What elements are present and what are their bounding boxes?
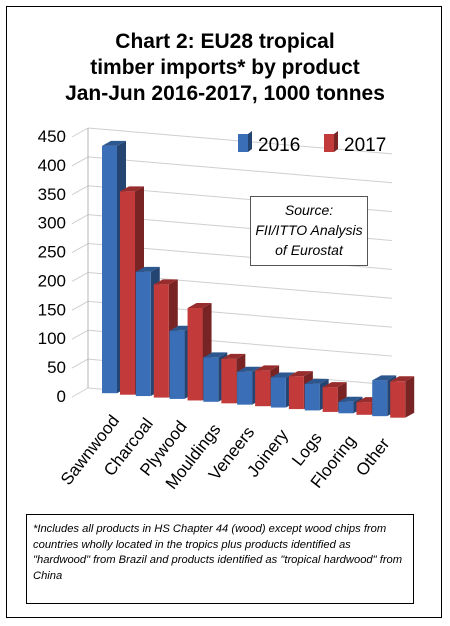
y-tick-label: 300 — [38, 214, 66, 233]
y-tick-label: 400 — [38, 156, 66, 175]
bar-top-2016-Sawnwood — [102, 140, 126, 146]
bar-top-2016-Logs — [304, 378, 329, 384]
source-line-2: FII/ITTO Analysis — [255, 222, 363, 238]
legend-swatch-2016 — [238, 134, 248, 152]
legend-label-2017: 2017 — [344, 135, 386, 156]
legend-swatch-2017 — [324, 134, 334, 152]
bar-2016-Flooring — [338, 401, 354, 414]
bar-2017-Mouldings — [221, 358, 237, 404]
bar-top-2016-Mouldings — [203, 352, 228, 358]
gridline-side — [71, 272, 89, 282]
bar-2016-Plywood — [169, 330, 185, 399]
bar-2016-Veneers — [237, 371, 253, 405]
y-tick-label: 200 — [38, 271, 66, 290]
bar-top-2017-Logs — [322, 382, 347, 388]
bar-2016-Logs — [304, 383, 320, 411]
gridline-side — [71, 358, 89, 369]
gridline-side — [71, 214, 89, 225]
y-tick-label: 150 — [38, 300, 66, 319]
gridline-side — [71, 243, 89, 253]
gridline-side — [71, 300, 89, 311]
bar-2016-Mouldings — [203, 357, 219, 402]
source-line-3: of Eurostat — [275, 242, 343, 258]
gridline-side — [71, 156, 89, 167]
y-tick-label: 350 — [38, 185, 66, 204]
y-tick-label: 50 — [47, 358, 66, 377]
bar-2017-Logs — [322, 387, 338, 412]
bar-top-2016-Joinery — [270, 372, 295, 378]
y-tick-label: 100 — [38, 329, 66, 348]
bar-top-2016-Other — [372, 375, 397, 381]
y-tick-label: 0 — [57, 387, 66, 406]
bar-top-2017-Plywood — [187, 303, 212, 309]
legend-swatch-side-2017 — [334, 131, 338, 152]
bar-2017-Sawnwood — [120, 191, 135, 395]
bar-top-2016-Charcoal — [135, 266, 160, 272]
bar-2017-Joinery — [288, 376, 304, 410]
title-line-2: timber imports* by product — [90, 56, 360, 79]
bar-top-2017-Joinery — [288, 371, 313, 377]
footnote: *Includes all products in HS Chapter 44 … — [26, 514, 414, 604]
y-tick-label: 250 — [38, 243, 66, 262]
bar-top-2017-Sawnwood — [120, 186, 144, 192]
bar-top-2016-Flooring — [338, 396, 363, 402]
chart-title: Chart 2: EU28 tropical timber imports* b… — [7, 29, 443, 107]
chart-frame: Chart 2: EU28 tropical timber imports* b… — [6, 6, 442, 618]
legend-label-2016: 2016 — [258, 135, 300, 156]
bar-2017-Other — [390, 381, 406, 418]
title-line-3: Jan-Jun 2016-2017, 1000 tonnes — [65, 82, 385, 105]
bar-2017-Plywood — [187, 308, 203, 401]
bar-2017-Charcoal — [153, 284, 169, 398]
bar-top-2016-Veneers — [237, 366, 262, 372]
bar-2017-Veneers — [255, 370, 271, 407]
bar-2017-Flooring — [356, 402, 372, 415]
gridline-side — [71, 127, 89, 138]
gridline-side — [71, 329, 89, 340]
title-line-1: Chart 2: EU28 tropical — [115, 30, 335, 53]
x-tick-label: Other — [352, 434, 393, 479]
source-line-1: Source: — [284, 202, 334, 218]
source-box: Source: FII/ITTO Analysis of Eurostat — [250, 196, 368, 266]
bar-2016-Other — [372, 380, 388, 417]
bar-top-2017-Other — [390, 376, 415, 382]
gridline-side — [71, 185, 89, 196]
bar-top-2017-Charcoal — [153, 279, 178, 285]
gridline-side — [71, 387, 89, 398]
gridline — [87, 156, 393, 184]
bar-top-2017-Mouldings — [221, 353, 246, 359]
legend-swatch-side-2016 — [248, 131, 252, 152]
bar-side-2017-Other — [405, 376, 415, 418]
bar-top-2017-Veneers — [255, 365, 280, 371]
bar-2016-Charcoal — [135, 271, 151, 397]
bar-2016-Joinery — [270, 377, 286, 408]
y-tick-label: 450 — [38, 127, 66, 146]
bar-2016-Sawnwood — [102, 145, 117, 394]
